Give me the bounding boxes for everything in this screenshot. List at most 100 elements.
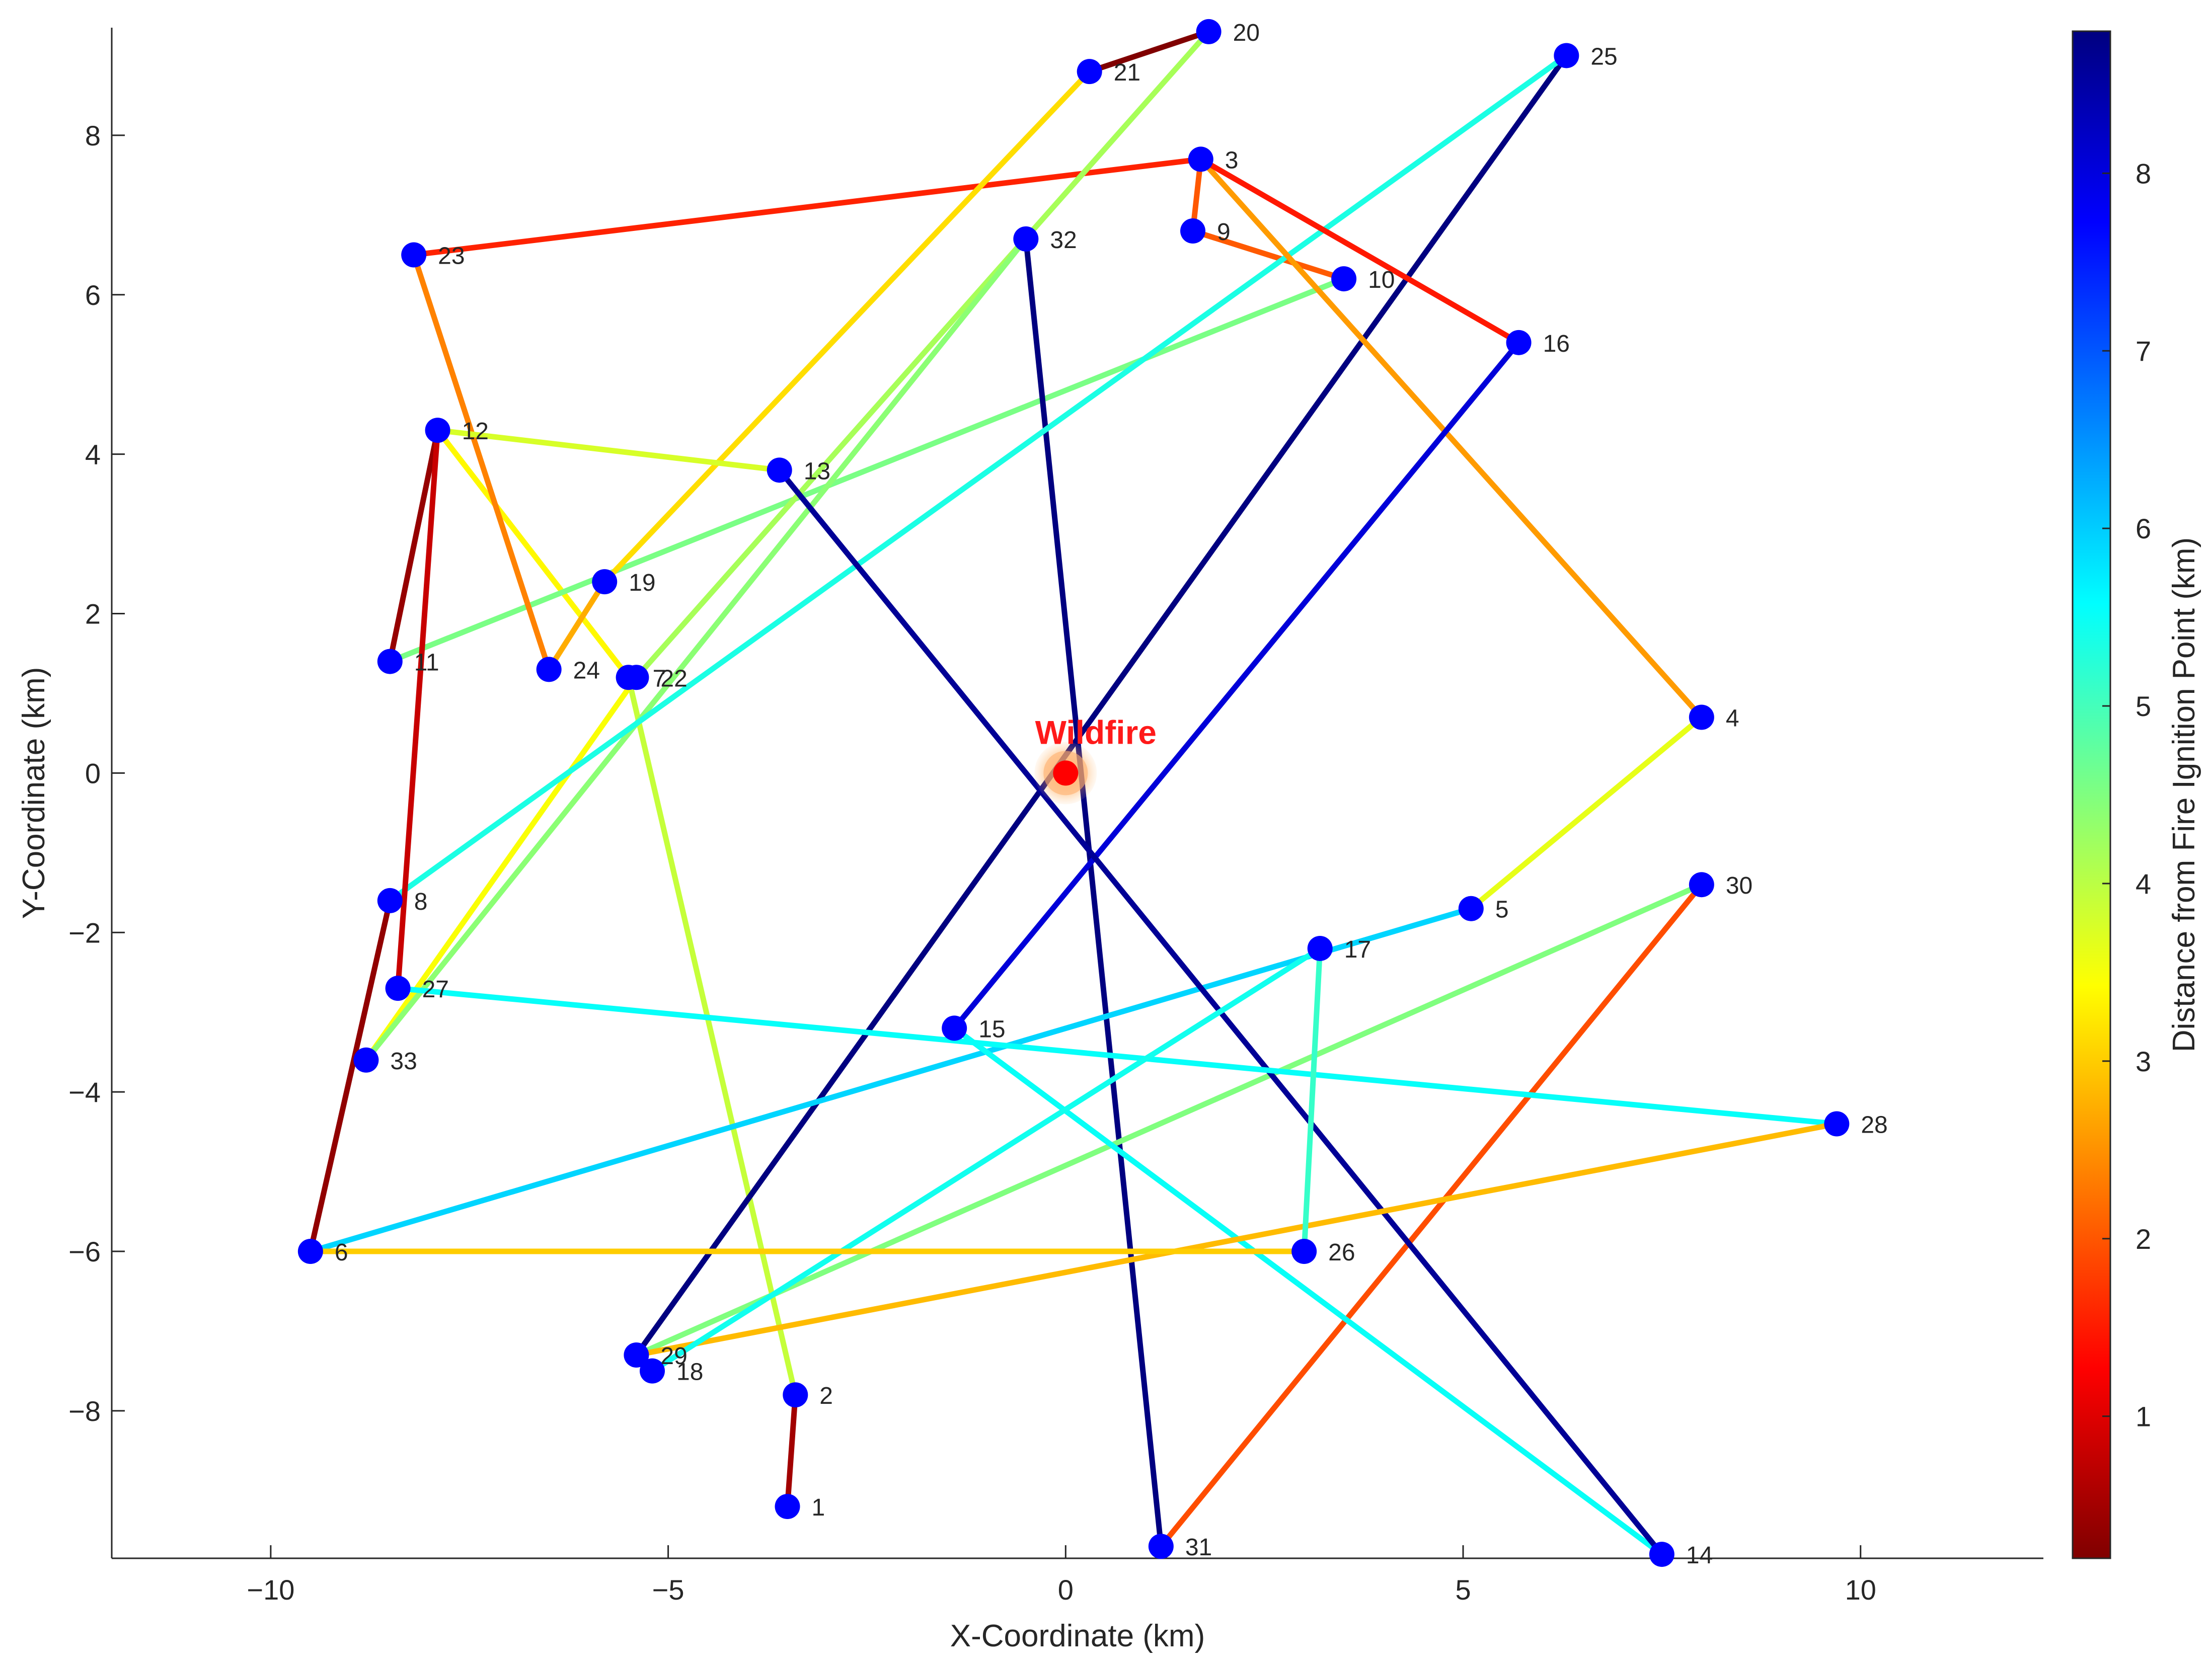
route-segment — [785, 1392, 798, 1509]
point-label: 31 — [1185, 1534, 1212, 1561]
route-point — [1307, 935, 1333, 961]
route-point — [1188, 146, 1213, 172]
route-segment — [951, 1025, 1665, 1557]
route-segment — [649, 945, 1323, 1374]
point-label: 33 — [390, 1048, 417, 1075]
route-point — [1013, 226, 1039, 252]
x-tick-label: 5 — [1455, 1574, 1471, 1606]
route-point — [624, 1342, 649, 1368]
route-point — [1331, 266, 1357, 292]
point-label: 27 — [422, 976, 449, 1003]
point-label: 17 — [1344, 936, 1371, 963]
point-label: 22 — [660, 665, 687, 692]
point-label: 21 — [1114, 59, 1140, 86]
route-point — [640, 1358, 665, 1384]
route-segment — [601, 68, 1093, 585]
route-point — [1196, 19, 1222, 44]
route-point — [942, 1015, 967, 1041]
route-segment — [1158, 882, 1705, 1549]
x-tick-label: −10 — [247, 1574, 294, 1606]
route-point — [624, 665, 649, 690]
route-segment — [387, 427, 441, 665]
route-segment — [387, 276, 1347, 665]
y-tick-label: 0 — [85, 757, 101, 789]
route-point — [1291, 1239, 1317, 1264]
x-tick-label: −5 — [652, 1574, 684, 1606]
route-segment — [546, 579, 607, 672]
colorbar-tick-label: 5 — [2135, 690, 2151, 722]
point-label: 20 — [1233, 20, 1260, 46]
point-label: 15 — [978, 1016, 1005, 1043]
y-tick-label: 8 — [85, 120, 101, 151]
wildfire-label: Wildfire — [1035, 713, 1157, 751]
route-segment — [1190, 228, 1347, 282]
point-label: 2 — [819, 1383, 833, 1409]
point-label: 32 — [1050, 227, 1077, 254]
x-tick-label: 10 — [1845, 1574, 1876, 1606]
colorbar-tick-label: 4 — [2135, 868, 2151, 900]
route-point — [1458, 896, 1484, 921]
colorbar-tick-label: 7 — [2135, 335, 2151, 367]
colorbar-tick-label: 3 — [2135, 1046, 2151, 1077]
route-segment — [411, 252, 552, 672]
route-point — [536, 657, 562, 682]
route-segment — [395, 985, 1840, 1127]
point-label: 14 — [1686, 1542, 1713, 1569]
point-label: 6 — [335, 1239, 348, 1266]
point-label: 24 — [573, 657, 600, 684]
route-segment — [395, 427, 441, 991]
y-tick-label: −8 — [68, 1395, 101, 1427]
route-segment — [951, 340, 1522, 1031]
y-tick-label: −4 — [68, 1076, 101, 1108]
route-point — [1148, 1534, 1174, 1559]
route-point — [353, 1047, 379, 1073]
y-tick-label: 4 — [85, 439, 101, 470]
point-label: 8 — [414, 889, 428, 915]
point-label: 26 — [1328, 1239, 1355, 1266]
route-segment — [633, 52, 1569, 1358]
colorbar-tick-label: 6 — [2135, 513, 2151, 544]
wildfire-marker-group: Wildfire — [1034, 713, 1157, 805]
route-point — [1077, 59, 1102, 85]
route-point — [775, 1494, 800, 1520]
route-point — [377, 888, 403, 913]
route-point — [377, 649, 403, 674]
route-segment — [308, 906, 1474, 1254]
colorbar-title: Distance from Fire Ignition Point (km) — [2167, 537, 2201, 1052]
route-point — [783, 1382, 808, 1408]
point-label: 23 — [438, 243, 465, 270]
y-axis-title: Y-Coordinate (km) — [17, 667, 51, 919]
route-segment — [1468, 714, 1705, 912]
x-tick-label: 0 — [1058, 1574, 1074, 1606]
y-tick-label: 2 — [85, 598, 101, 630]
route-segment — [435, 427, 783, 473]
route-point — [1689, 872, 1714, 898]
colorbar-tick-label: 8 — [2135, 157, 2151, 189]
colorbar-gradient — [2072, 30, 2111, 1559]
point-label: 25 — [1590, 43, 1617, 70]
point-label: 4 — [1726, 705, 1739, 732]
point-label: 18 — [676, 1359, 703, 1386]
route-point — [385, 976, 411, 1001]
point-label: 1 — [812, 1494, 825, 1521]
route-segment — [411, 156, 1204, 258]
point-label: 7 — [653, 665, 666, 692]
x-axis-title: X-Coordinate (km) — [950, 1619, 1205, 1653]
route-point — [425, 418, 450, 443]
route-point — [592, 569, 618, 595]
point-label: 9 — [1217, 219, 1231, 246]
point-label: 12 — [462, 418, 489, 445]
route-segment — [435, 427, 632, 680]
route-point — [1824, 1111, 1850, 1137]
point-labels: 1234567891011121314151617181920212223242… — [335, 20, 1888, 1569]
route-point — [1506, 330, 1532, 355]
route-segment — [308, 898, 393, 1254]
point-label: 29 — [660, 1343, 687, 1370]
y-tick-label: −6 — [68, 1236, 101, 1267]
point-label: 28 — [1861, 1112, 1887, 1139]
colorbar-tick-label: 1 — [2135, 1401, 2151, 1433]
route-segment — [387, 52, 1569, 904]
route-point — [1689, 704, 1714, 730]
